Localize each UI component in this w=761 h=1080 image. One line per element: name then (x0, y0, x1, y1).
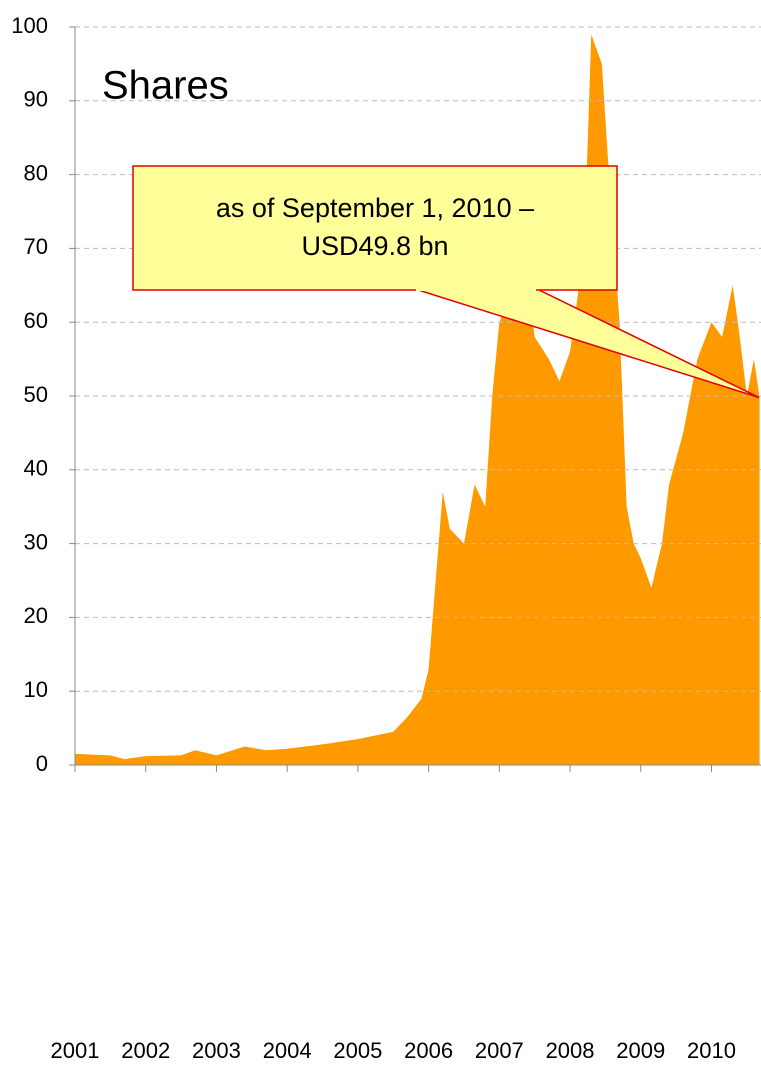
annotation-line: USD49.8 bn (301, 231, 448, 261)
x-tick-label: 2004 (263, 1038, 312, 1063)
y-tick-label: 40 (24, 456, 48, 481)
annotation-line: as of September 1, 2010 – (216, 193, 534, 223)
callout-cover (416, 287, 536, 291)
x-tick-label: 2005 (333, 1038, 382, 1063)
chart-title: Shares (102, 64, 229, 108)
x-tick-label: 2001 (51, 1038, 100, 1063)
y-tick-label: 30 (24, 529, 48, 554)
x-tick-label: 2003 (192, 1038, 241, 1063)
y-tick-label: 80 (24, 160, 48, 185)
y-tick-label: 10 (24, 677, 48, 702)
x-tick-label: 2002 (121, 1038, 170, 1063)
y-tick-label: 90 (24, 87, 48, 112)
y-tick-label: 20 (24, 603, 48, 628)
y-tick-label: 0 (36, 751, 48, 776)
y-tick-label: 70 (24, 234, 48, 259)
x-tick-label: 2006 (404, 1038, 453, 1063)
x-tick-label: 2007 (475, 1038, 524, 1063)
x-tick-label: 2010 (687, 1038, 736, 1063)
y-tick-label: 60 (24, 308, 48, 333)
y-tick-label: 50 (24, 382, 48, 407)
x-tick-label: 2008 (546, 1038, 595, 1063)
area (75, 34, 760, 765)
callout-box (132, 165, 618, 291)
y-tick-label: 100 (11, 13, 48, 38)
x-tick-label: 2009 (616, 1038, 665, 1063)
